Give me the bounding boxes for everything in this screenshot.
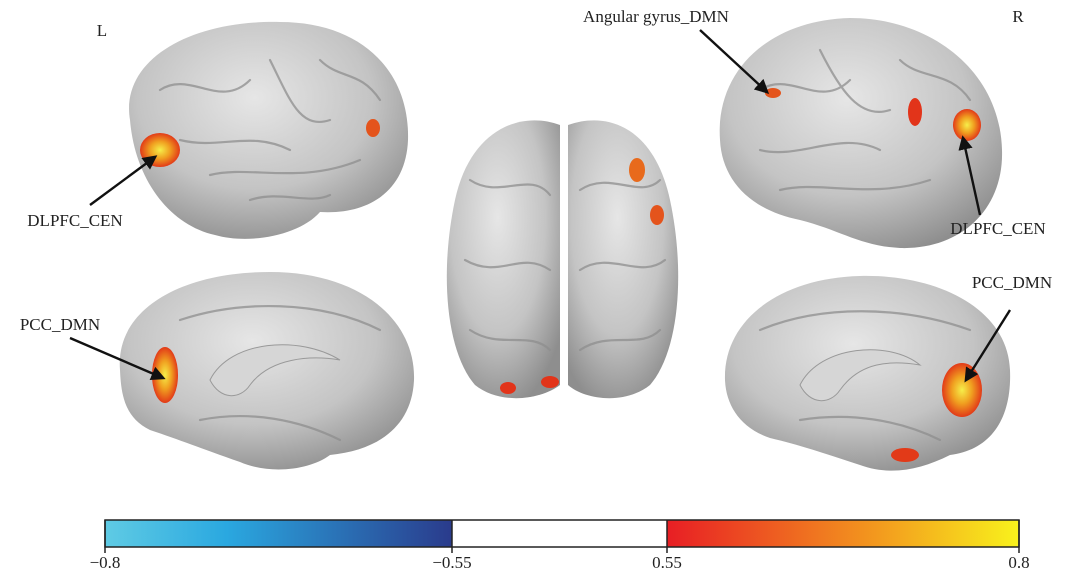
figure: L R Angular gyrus_DMN DLPFC_CEN DLPFC_CE… <box>0 0 1068 573</box>
brain-left-medial <box>120 272 414 469</box>
colorbar <box>105 520 1019 547</box>
region-label: PCC_DMN <box>972 273 1052 292</box>
colorbar-positive <box>667 520 1019 547</box>
colorbar-neutral <box>452 520 667 547</box>
colorbar-tick-label: 0.8 <box>1008 553 1029 572</box>
colorbar-tick-label: 0.55 <box>652 553 682 572</box>
brain-right-lateral <box>720 18 1002 248</box>
region-label: DLPFC_CEN <box>27 211 122 230</box>
colorbar-tick-label: −0.55 <box>432 553 471 572</box>
colorbar-tick-label: −0.8 <box>90 553 121 572</box>
region-label: Angular gyrus_DMN <box>583 7 729 26</box>
brain-left-lateral <box>129 22 408 239</box>
colorbar-negative <box>105 520 452 547</box>
side-label: R <box>1012 7 1024 26</box>
page: {"labels": {"left": "L", "right": "R", "… <box>0 0 1068 573</box>
brain-dorsal <box>447 120 678 398</box>
region-label: DLPFC_CEN <box>950 219 1045 238</box>
region-label: PCC_DMN <box>20 315 100 334</box>
side-label: L <box>97 21 107 40</box>
brain-right-medial <box>725 276 1010 471</box>
